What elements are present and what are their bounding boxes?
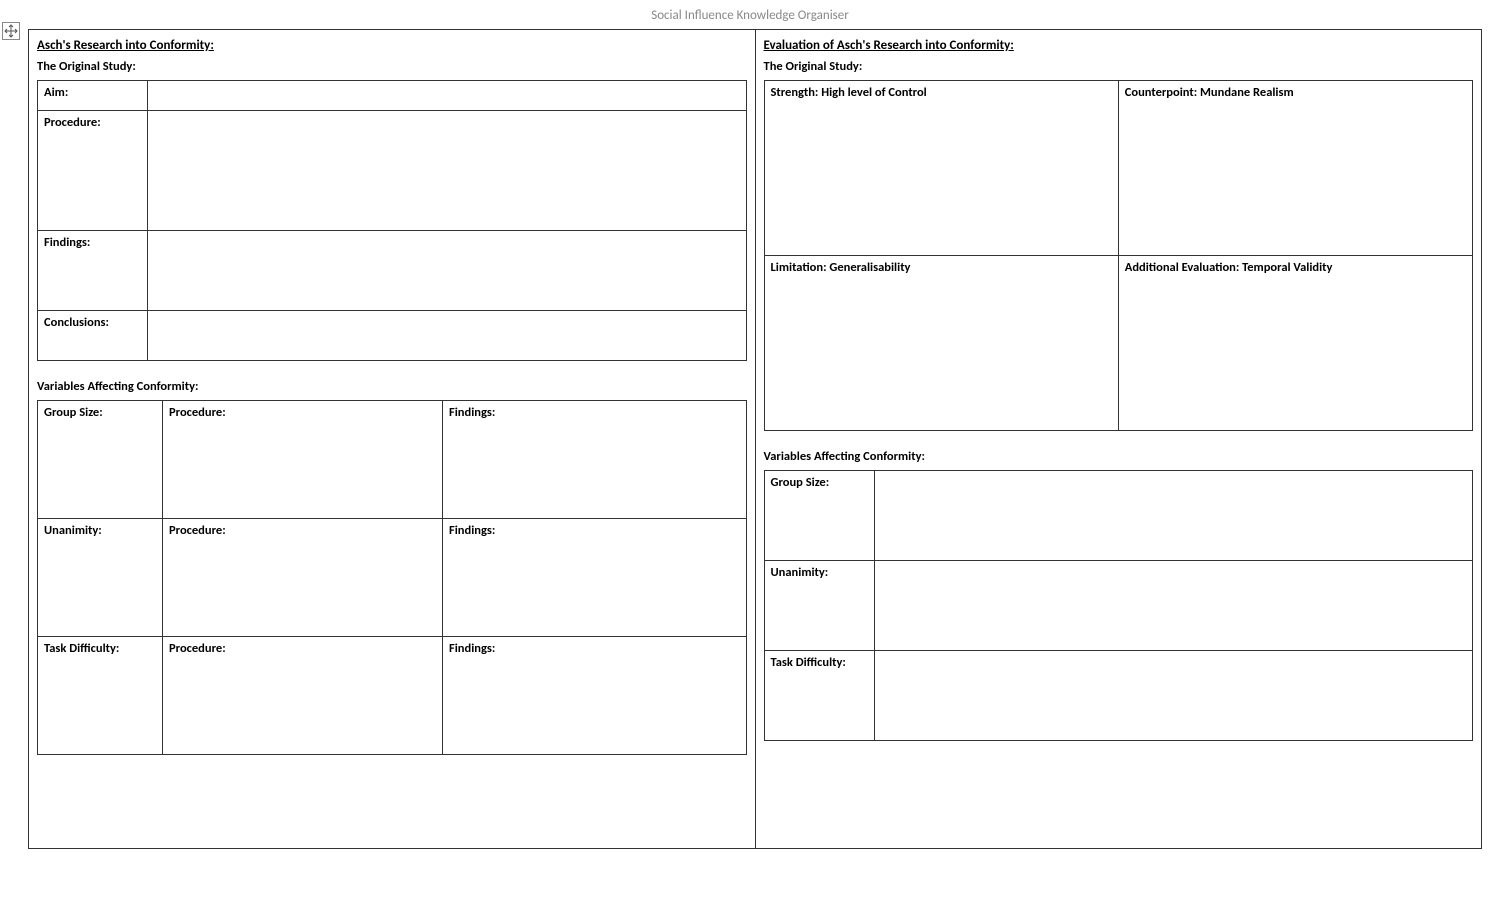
evaluation-table: Strength: High level of Control Counterp…: [764, 80, 1474, 431]
eval-strength: Strength: High level of Control: [764, 81, 1118, 256]
var-proc-unanimity: Procedure:: [163, 519, 443, 637]
var-label-task-difficulty: Task Difficulty:: [38, 637, 163, 755]
left-original-study-heading: The Original Study:: [37, 59, 747, 74]
right-variables-table: Group Size: Unanimity: Task Difficulty:: [764, 470, 1474, 741]
var-find-group-size: Findings:: [443, 401, 747, 519]
left-variables-heading: Variables Affecting Conformity:: [37, 379, 747, 394]
rvar-label-unanimity: Unanimity:: [764, 561, 874, 651]
rvar-label-task-difficulty: Task Difficulty:: [764, 651, 874, 741]
rvar-cell-task-difficulty: [874, 651, 1473, 741]
variables-table: Group Size: Procedure: Findings: Unanimi…: [37, 400, 747, 755]
document-title: Social Influence Knowledge Organiser: [0, 0, 1500, 29]
cell-aim: [148, 81, 747, 111]
left-heading: Asch's Research into Conformity:: [37, 38, 747, 53]
row-label-procedure: Procedure:: [38, 111, 148, 231]
var-find-unanimity: Findings:: [443, 519, 747, 637]
right-column: Evaluation of Asch's Research into Confo…: [755, 30, 1482, 848]
row-label-aim: Aim:: [38, 81, 148, 111]
var-proc-task-difficulty: Procedure:: [163, 637, 443, 755]
page: Social Influence Knowledge Organiser Asc…: [0, 0, 1500, 849]
rvar-cell-unanimity: [874, 561, 1473, 651]
eval-limitation: Limitation: Generalisability: [764, 256, 1118, 431]
content-frame: Asch's Research into Conformity: The Ori…: [28, 29, 1482, 849]
left-column: Asch's Research into Conformity: The Ori…: [29, 30, 755, 848]
eval-counterpoint: Counterpoint: Mundane Realism: [1118, 81, 1472, 256]
var-proc-group-size: Procedure:: [163, 401, 443, 519]
var-find-task-difficulty: Findings:: [443, 637, 747, 755]
row-label-conclusions: Conclusions:: [38, 311, 148, 361]
rvar-cell-group-size: [874, 471, 1473, 561]
move-icon[interactable]: [2, 22, 20, 40]
original-study-table: Aim: Procedure: Findings: Conclusions:: [37, 80, 747, 361]
row-label-findings: Findings:: [38, 231, 148, 311]
eval-additional: Additional Evaluation: Temporal Validity: [1118, 256, 1472, 431]
var-label-group-size: Group Size:: [38, 401, 163, 519]
var-label-unanimity: Unanimity:: [38, 519, 163, 637]
cell-conclusions: [148, 311, 747, 361]
right-variables-heading: Variables Affecting Conformity:: [764, 449, 1474, 464]
right-original-study-heading: The Original Study:: [764, 59, 1474, 74]
cell-findings: [148, 231, 747, 311]
cell-procedure: [148, 111, 747, 231]
right-heading: Evaluation of Asch's Research into Confo…: [764, 38, 1474, 53]
rvar-label-group-size: Group Size:: [764, 471, 874, 561]
